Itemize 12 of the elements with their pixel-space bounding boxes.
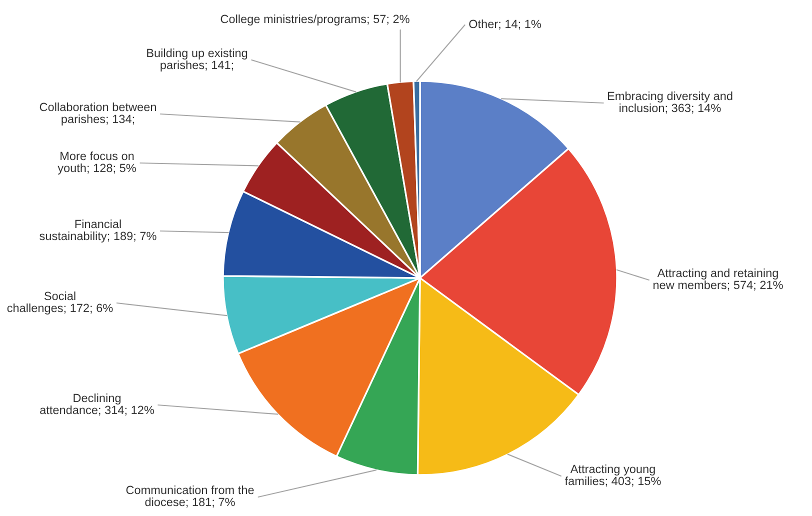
slice-label: Collaboration between parishes; 134; bbox=[40, 102, 156, 126]
slice-label: Communication from the diocese; 181; 7% bbox=[126, 485, 254, 508]
slice-label: Embracing diversity and inclusion; 363; 14% bbox=[608, 92, 732, 114]
slice-label: Social challenges; 172; 6% bbox=[7, 291, 113, 315]
slice-label: Attracting and retaining new members; 574; 21% bbox=[653, 268, 783, 291]
slice-label: Declining attendance; 314; 12% bbox=[40, 394, 154, 416]
slice-label: Attracting young families; 403; 15% bbox=[564, 464, 661, 487]
slice-label: Financial sustainability; 189; 7% bbox=[40, 219, 156, 243]
slice-label: Other; 14; 1% bbox=[469, 20, 541, 30]
slice-label: College ministries/programs; 57; 2% bbox=[220, 14, 410, 26]
slice-label: Building up existing parishes; 141; bbox=[147, 48, 248, 72]
slice-label: More focus on youth; 128; 5% bbox=[58, 152, 136, 175]
